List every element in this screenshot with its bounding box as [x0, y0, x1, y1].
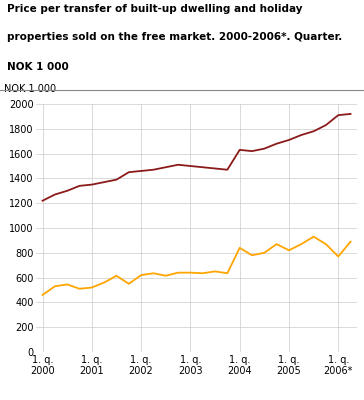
Line: Dwelling: Dwelling — [43, 114, 351, 201]
Dwelling — [348, 112, 353, 116]
Dwelling — [324, 123, 328, 128]
Text: Price per transfer of built-up dwelling and holiday: Price per transfer of built-up dwelling … — [7, 4, 303, 14]
Dwelling — [176, 162, 180, 167]
Holiday — [127, 282, 131, 286]
Holiday — [40, 292, 45, 297]
Dwelling — [274, 141, 279, 146]
Dwelling — [312, 129, 316, 134]
Dwelling — [53, 192, 57, 197]
Dwelling — [65, 188, 70, 193]
Dwelling — [201, 165, 205, 170]
Dwelling — [250, 149, 254, 154]
Holiday — [336, 254, 340, 259]
Dwelling — [225, 167, 230, 172]
Dwelling — [287, 138, 291, 142]
Text: NOK 1 000: NOK 1 000 — [7, 62, 69, 72]
Holiday — [324, 242, 328, 246]
Dwelling — [163, 165, 168, 170]
Holiday — [225, 271, 230, 276]
Dwelling — [262, 146, 266, 151]
Holiday — [274, 242, 279, 246]
Dwelling — [139, 168, 143, 173]
Dwelling — [90, 182, 94, 187]
Text: NOK 1 000: NOK 1 000 — [4, 84, 56, 94]
Holiday — [250, 253, 254, 258]
Dwelling — [40, 198, 45, 203]
Holiday — [77, 286, 82, 291]
Holiday — [201, 271, 205, 276]
Line: Holiday: Holiday — [43, 237, 351, 295]
Dwelling — [127, 170, 131, 174]
Dwelling — [102, 180, 106, 184]
Holiday — [312, 234, 316, 239]
Dwelling — [213, 166, 217, 171]
Holiday — [348, 239, 353, 244]
Dwelling — [299, 133, 304, 138]
Dwelling — [237, 148, 242, 152]
Holiday — [53, 284, 57, 289]
Dwelling — [114, 177, 119, 182]
Holiday — [139, 273, 143, 278]
Holiday — [163, 273, 168, 278]
Dwelling — [188, 164, 193, 168]
Dwelling — [151, 167, 156, 172]
Holiday — [287, 248, 291, 253]
Holiday — [176, 270, 180, 275]
Holiday — [237, 246, 242, 250]
Holiday — [151, 271, 156, 276]
Holiday — [262, 250, 266, 255]
Holiday — [102, 280, 106, 285]
Holiday — [114, 273, 119, 278]
Dwelling — [77, 184, 82, 188]
Dwelling — [336, 113, 340, 118]
Holiday — [299, 242, 304, 246]
Holiday — [65, 282, 70, 287]
Holiday — [188, 270, 193, 275]
Holiday — [213, 269, 217, 274]
Text: properties sold on the free market. 2000-2006*. Quarter.: properties sold on the free market. 2000… — [7, 32, 343, 42]
Holiday — [90, 285, 94, 290]
